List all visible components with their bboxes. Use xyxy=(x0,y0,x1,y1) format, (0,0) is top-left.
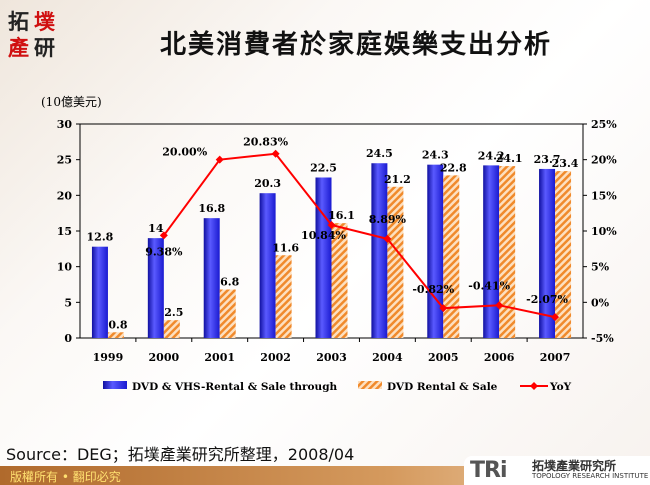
bar-label-dvd-vhs: 16.8 xyxy=(198,202,225,215)
y2-tick-label: 5% xyxy=(591,261,610,274)
source-note: Source：DEG；拓墣產業研究所整理，2008/04 xyxy=(6,445,355,464)
bar-dvd-vhs xyxy=(427,164,444,338)
yoy-label: 10.84% xyxy=(301,229,346,242)
legend-label-dvd: DVD Rental & Sale xyxy=(387,381,498,393)
bar-label-dvd: 22.8 xyxy=(440,161,467,174)
bar-label-dvd-vhs: 12.8 xyxy=(87,231,114,244)
bar-label-dvd: 21.2 xyxy=(384,173,411,186)
bar-label-dvd: 6.8 xyxy=(220,275,239,288)
x-tick-label: 2007 xyxy=(540,351,571,364)
page-title: 北美消費者於家庭娛樂支出分析 xyxy=(160,30,553,60)
bar-label-dvd-vhs: 24.2 xyxy=(478,149,505,162)
yoy-label: 20.00% xyxy=(162,146,207,159)
y2-tick-label: -5% xyxy=(591,332,614,345)
legend-label-yoy: YoY xyxy=(549,381,572,393)
logo-char: 產 xyxy=(8,36,29,60)
x-tick-label: 2006 xyxy=(484,351,515,364)
legend-swatch-dvd xyxy=(358,381,382,389)
yoy-marker xyxy=(159,231,168,240)
x-tick-label: 2005 xyxy=(428,351,459,364)
y-tick-label: 15 xyxy=(57,225,72,238)
yoy-marker xyxy=(215,155,224,164)
bar-dvd xyxy=(555,171,572,338)
yoy-label: 20.83% xyxy=(243,136,288,149)
bar-dvd-vhs xyxy=(147,238,164,338)
yoy-marker xyxy=(271,149,280,158)
x-tick-label: 2004 xyxy=(372,351,403,364)
yoy-label: -2.07% xyxy=(526,293,568,306)
yoy-marker xyxy=(439,304,448,313)
y-axis-unit: (10億美元) xyxy=(41,95,102,109)
bar-dvd xyxy=(275,255,292,338)
y2-tick-label: 25% xyxy=(591,118,617,131)
yoy-marker xyxy=(327,221,336,230)
bar-label-dvd-vhs: 14 xyxy=(148,222,164,235)
yoy-line xyxy=(163,152,556,319)
y-tick-label: 30 xyxy=(57,118,73,131)
yoy-marker xyxy=(551,313,560,322)
bar-dvd xyxy=(499,166,516,338)
logo-char: 拓 xyxy=(8,10,29,34)
y-tick-label: 0 xyxy=(64,332,72,345)
y2-tick-label: 10% xyxy=(591,225,617,238)
bar-dvd xyxy=(387,186,404,338)
legend-marker-yoy xyxy=(530,382,538,390)
bar-dvd xyxy=(163,320,180,338)
yoy-label: -0.82% xyxy=(412,283,454,296)
yoy-marker xyxy=(495,301,504,310)
logo-char: 研 xyxy=(34,36,55,60)
yoy-label: -0.41% xyxy=(468,279,510,292)
y2-tick-label: 15% xyxy=(591,189,617,202)
y2-tick-label: 0% xyxy=(591,296,610,309)
bar-dvd-vhs xyxy=(91,246,108,338)
bar-label-dvd: 23.4 xyxy=(552,157,579,170)
logo-char: 墣 xyxy=(34,10,55,34)
bar-dvd-vhs xyxy=(483,165,500,338)
bar-dvd xyxy=(331,223,348,338)
x-tick-label: 2002 xyxy=(260,351,291,364)
bar-dvd xyxy=(219,289,236,338)
legend-swatch-dvd-vhs xyxy=(103,381,127,389)
bar-label-dvd-vhs: 22.5 xyxy=(310,162,337,175)
bar-label-dvd: 0.8 xyxy=(108,318,127,331)
y-tick-label: 25 xyxy=(57,154,72,167)
brand-logo: TRi 拓墣產業研究所 TOPOLOGY RESEARCH INSTITUTE xyxy=(464,456,650,485)
bar-dvd-vhs xyxy=(315,177,332,338)
x-tick-label: 2003 xyxy=(316,351,347,364)
logo: 拓 墣 產 研 xyxy=(8,6,60,60)
copyright: 版權所有 • 翻印必究 xyxy=(10,470,121,484)
brand-mark: TRi xyxy=(470,458,507,483)
bar-label-dvd: 2.5 xyxy=(164,306,183,319)
y2-tick-label: 20% xyxy=(591,154,617,167)
x-tick-label: 2001 xyxy=(204,351,235,364)
legend-label-dvd-vhs: DVD & VHS-Rental & Sale through xyxy=(132,381,338,393)
x-tick-label: 1999 xyxy=(93,351,124,364)
bar-label-dvd: 24.1 xyxy=(496,152,523,165)
y-tick-label: 5 xyxy=(64,296,72,309)
bar-dvd xyxy=(443,175,460,338)
bar-label-dvd: 11.6 xyxy=(272,241,299,254)
x-tick-label: 2000 xyxy=(149,351,180,364)
bar-dvd-vhs xyxy=(203,218,220,338)
yoy-label: 8.89% xyxy=(369,213,407,226)
brand-en: TOPOLOGY RESEARCH INSTITUTE xyxy=(532,472,649,480)
brand-cn: 拓墣產業研究所 xyxy=(532,459,617,473)
y-tick-label: 10 xyxy=(57,261,73,274)
bar-dvd-vhs xyxy=(371,163,388,338)
bar-label-dvd-vhs: 24.5 xyxy=(366,147,393,160)
bar-label-dvd-vhs: 24.3 xyxy=(422,149,449,162)
y-tick-label: 20 xyxy=(57,189,73,202)
bar-label-dvd-vhs: 23.7 xyxy=(534,153,561,166)
bar-label-dvd-vhs: 20.3 xyxy=(254,177,281,190)
bar-dvd-vhs xyxy=(539,168,556,338)
bar-label-dvd: 16.1 xyxy=(328,209,355,222)
yoy-marker xyxy=(383,234,392,243)
yoy-label: 9.38% xyxy=(145,245,183,258)
bar-dvd-vhs xyxy=(259,193,276,338)
bar-dvd xyxy=(107,332,124,338)
